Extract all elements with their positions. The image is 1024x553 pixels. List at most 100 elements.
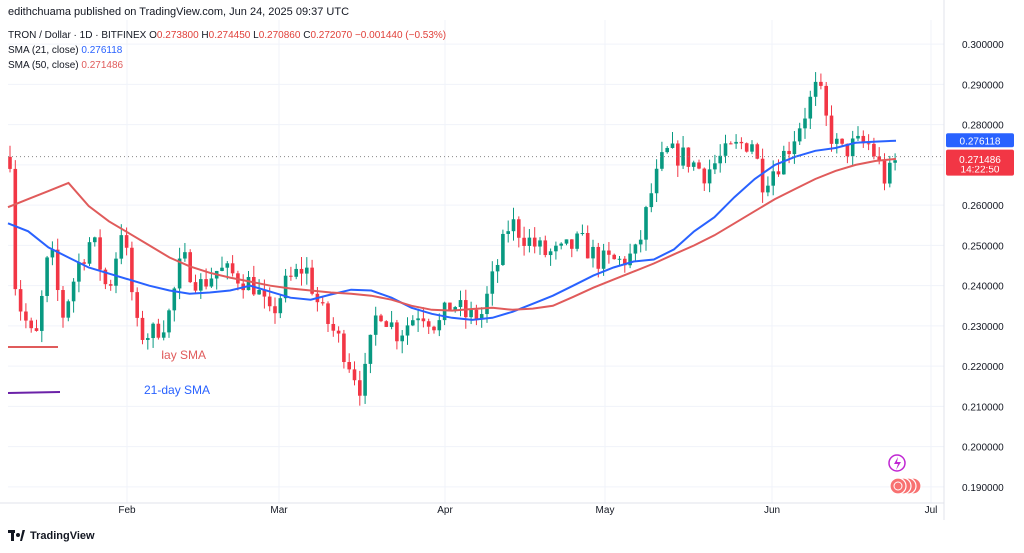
candle-body: [453, 307, 457, 310]
candle-body: [103, 269, 108, 285]
candle-body: [400, 335, 404, 342]
sma50-price-tag: 0.271486: [959, 155, 1001, 166]
candle-body: [840, 138, 844, 144]
low-label: L: [253, 30, 259, 41]
lightning-icon: [894, 457, 901, 470]
candle-body: [299, 268, 304, 274]
candle-body: [607, 250, 611, 255]
candle-body: [893, 160, 897, 163]
candle-body: [204, 279, 208, 287]
candle-body: [379, 315, 383, 322]
candle-body: [66, 301, 71, 318]
annotation-sma21: 21-day SMA: [144, 383, 210, 397]
candle-body: [570, 239, 574, 249]
sma21-line: [7, 139, 897, 321]
countdown-label: 14:22:50: [961, 165, 1000, 176]
sma50-legend-label: SMA (50, close): [8, 60, 79, 71]
candle-body: [739, 141, 744, 144]
candle-body: [161, 332, 166, 338]
candle-body: [289, 275, 293, 277]
sma21-legend-label: SMA (21, close): [8, 45, 79, 56]
y-tick-label: 0.190000: [962, 483, 1004, 494]
candle-body: [787, 150, 791, 155]
candle-body: [172, 288, 177, 311]
candle-body: [373, 315, 378, 335]
y-tick-label: 0.250000: [962, 241, 1004, 252]
x-tick-label: Jun: [764, 505, 780, 516]
candle-body: [352, 369, 357, 381]
candle-body: [469, 309, 473, 318]
open-value: 0.273800: [156, 30, 199, 41]
y-tick-label: 0.240000: [962, 282, 1004, 293]
candle-body: [448, 302, 452, 310]
candle-body: [835, 138, 839, 144]
candle-body: [882, 160, 887, 184]
candle-body: [183, 252, 187, 259]
candle-body: [564, 239, 569, 244]
x-tick-label: Feb: [118, 505, 136, 516]
candles-group: [8, 72, 897, 406]
candle-body: [522, 237, 526, 246]
sma50-legend-value: 0.271486: [81, 60, 124, 71]
candle-body: [146, 338, 150, 340]
candle-body: [760, 158, 765, 193]
candle-body: [93, 237, 97, 243]
candle-body: [416, 318, 420, 321]
sma50-line: [7, 157, 897, 312]
candle-body: [24, 311, 28, 321]
candle-body: [257, 289, 261, 295]
candle-body: [395, 322, 399, 342]
candle-body: [151, 323, 155, 339]
y-tick-label: 0.300000: [962, 40, 1004, 51]
candle-body: [691, 162, 696, 167]
x-tick-label: Mar: [270, 505, 288, 516]
candle-body: [517, 219, 521, 238]
candle-body: [718, 155, 722, 164]
y-tick-label: 0.200000: [962, 443, 1004, 454]
sma50-price-tag-bg: [946, 151, 1014, 166]
candle-body: [495, 264, 500, 272]
candle-body: [861, 135, 866, 144]
candle-body: [628, 253, 632, 266]
candle-body: [40, 295, 44, 331]
candle-body: [538, 240, 542, 247]
tradingview-footer[interactable]: TradingView: [8, 530, 95, 542]
candle-body: [670, 143, 675, 148]
candle-body: [77, 262, 81, 282]
candle-body: [872, 143, 876, 157]
candle-body: [744, 143, 749, 152]
x-tick-label: May: [596, 505, 615, 516]
candle-body: [474, 309, 479, 320]
candle-body: [55, 249, 60, 291]
candle-body: [888, 162, 892, 184]
candle-body: [220, 267, 224, 271]
candle-body: [734, 141, 738, 144]
close-value: 0.272070: [310, 30, 353, 41]
sma50-legend[interactable]: SMA (50, close) 0.271486: [8, 60, 123, 71]
candle-body: [177, 258, 182, 289]
y-tick-label: 0.220000: [962, 362, 1004, 373]
candle-body: [591, 246, 595, 259]
candle-body: [262, 289, 267, 297]
candle-body: [654, 168, 659, 194]
candle-body: [845, 143, 850, 157]
symbol-name[interactable]: TRON / Dollar · 1D · BITFINEX: [8, 30, 147, 41]
candle-body: [596, 246, 601, 269]
candle-body: [877, 156, 881, 161]
candle-body: [331, 323, 336, 331]
candle-body: [71, 281, 76, 302]
candle-body: [543, 240, 548, 256]
x-tick-label: Jul: [925, 505, 938, 516]
sma21-legend[interactable]: SMA (21, close) 0.276118: [8, 45, 122, 56]
candle-body: [750, 144, 754, 152]
candle-body: [819, 81, 823, 86]
candle-body: [686, 147, 691, 167]
candle-body: [697, 162, 701, 169]
candle-body: [267, 296, 272, 307]
candle-body: [342, 333, 346, 363]
candle-body: [866, 143, 871, 145]
candle-body: [617, 258, 622, 260]
tradingview-logo-icon: [8, 530, 26, 542]
candle-body: [702, 168, 707, 184]
